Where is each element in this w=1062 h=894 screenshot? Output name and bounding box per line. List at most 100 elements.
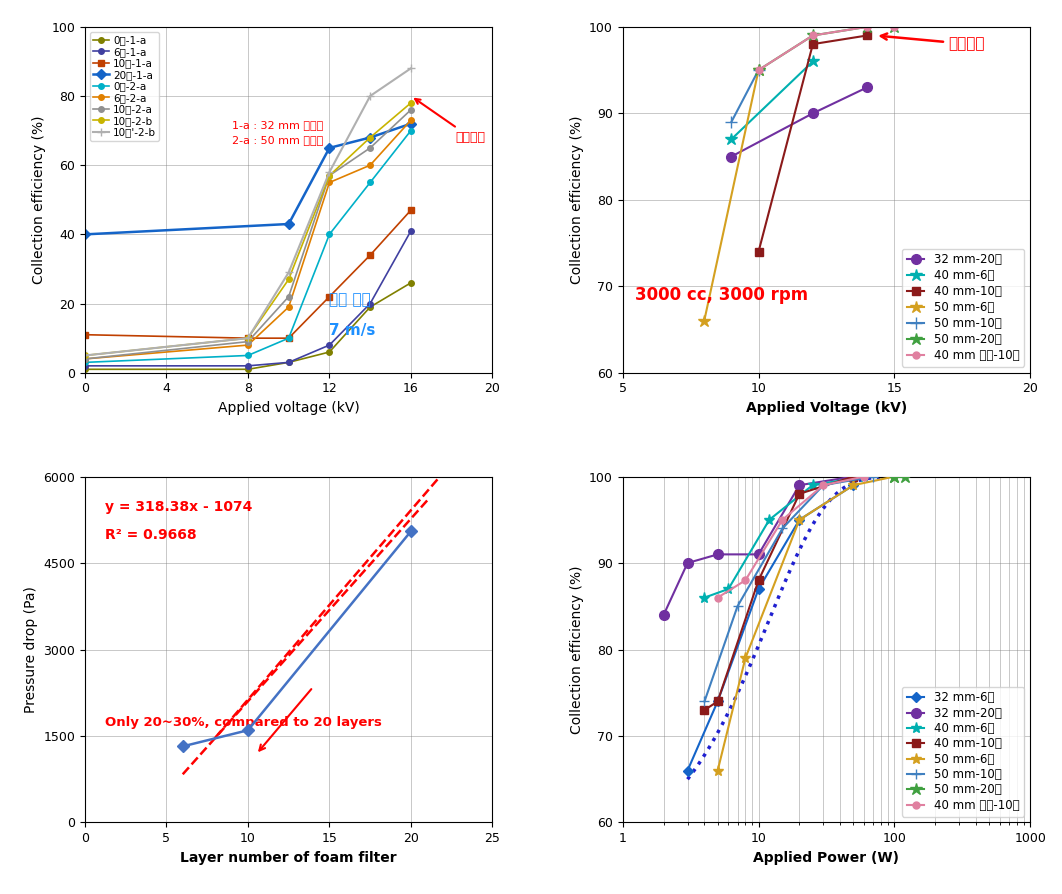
40 mm 양방-10격 [739, 575, 752, 586]
6격-2-a [241, 340, 254, 350]
Y-axis label: Pressure drop (Pa): Pressure drop (Pa) [23, 586, 38, 713]
32 mm-6격 [712, 696, 724, 707]
40 mm 양방-10격 [888, 21, 901, 32]
10격-1-a [282, 333, 295, 343]
50 mm-6격 [888, 471, 901, 482]
10격-2-b [323, 170, 336, 181]
0격-1-a [405, 277, 417, 288]
Text: 기존모델: 기존모델 [415, 99, 485, 144]
50 mm-6격 [712, 765, 724, 776]
32 mm-20격 [861, 82, 874, 93]
40 mm-10격 [752, 575, 765, 586]
40 mm-6격 [806, 480, 819, 491]
6격-2-a [282, 301, 295, 312]
X-axis label: Applied Power (W): Applied Power (W) [753, 851, 900, 864]
Line: 0격-1-a: 0격-1-a [82, 280, 414, 372]
0격-2-a [241, 350, 254, 361]
32 mm-20격 [657, 610, 670, 620]
6격-1-a [282, 357, 295, 367]
6격-2-a [323, 177, 336, 188]
50 mm-6격 [739, 653, 752, 663]
50 mm-10격 [867, 471, 879, 482]
Text: 7 m/s: 7 m/s [329, 323, 376, 338]
50 mm-10격 [776, 523, 789, 534]
32 mm-6격 [847, 480, 860, 491]
X-axis label: Layer number of foam filter: Layer number of foam filter [181, 851, 397, 864]
0격-1-a [79, 364, 91, 375]
6격-1-a [405, 225, 417, 236]
Line: 32 mm-20격: 32 mm-20격 [726, 82, 872, 162]
32 mm-20격 [752, 549, 765, 560]
10격-2-a [79, 353, 91, 364]
40 mm 양방-10격 [817, 480, 829, 491]
X-axis label: Applied Voltage (kV): Applied Voltage (kV) [746, 401, 907, 415]
50 mm-20격 [806, 30, 819, 41]
32 mm-6격 [752, 584, 765, 595]
10격-1-a [364, 249, 377, 260]
Text: 상온 실험: 상온 실험 [329, 292, 371, 307]
50 mm-6격 [752, 64, 765, 75]
10격-2-a [364, 142, 377, 153]
20격-1-a [323, 142, 336, 153]
40 mm-10격 [806, 38, 819, 49]
50 mm-6격 [793, 514, 806, 525]
Line: 32 mm-6격: 32 mm-6격 [684, 482, 857, 774]
32 mm-6격 [793, 514, 806, 525]
X-axis label: Applied voltage (kV): Applied voltage (kV) [218, 401, 360, 415]
40 mm 양방-10격 [861, 21, 874, 32]
10격-1-a [405, 205, 417, 215]
50 mm-20격 [752, 64, 765, 75]
Line: 10격'-2-b: 10격'-2-b [81, 64, 415, 359]
32 mm-20격 [793, 480, 806, 491]
40 mm 양방-10격 [858, 471, 871, 482]
6격-2-a [79, 353, 91, 364]
50 mm-20격 [888, 471, 901, 482]
10격-2-b [79, 350, 91, 361]
40 mm-10격 [793, 488, 806, 499]
50 mm-10격 [731, 601, 743, 611]
Line: 6격-1-a: 6격-1-a [82, 228, 414, 368]
6격-1-a [364, 299, 377, 309]
50 mm-10격 [752, 64, 765, 75]
0격-1-a [364, 301, 377, 312]
32 mm-20격 [681, 558, 693, 569]
Line: 32 mm-20격: 32 mm-20격 [658, 472, 858, 620]
40 mm-6격 [722, 584, 735, 595]
50 mm-6격 [847, 480, 860, 491]
6격-1-a [323, 340, 336, 350]
20격-1-a [282, 219, 295, 230]
Line: 50 mm-10격: 50 mm-10격 [700, 472, 878, 706]
Text: 기존모델: 기존모델 [880, 33, 986, 52]
Legend: 32 mm-20격, 40 mm-6격, 40 mm-10격, 50 mm-6격, 50 mm-10격, 50 mm-20격, 40 mm 양방-10격: 32 mm-20격, 40 mm-6격, 40 mm-10격, 50 mm-6격… [902, 249, 1024, 367]
10격'-2-b [241, 333, 254, 343]
20격-1-a [79, 229, 91, 240]
0격-1-a [282, 357, 295, 367]
0격-2-a [323, 229, 336, 240]
Text: 1-a : 32 mm 방전극
2-a : 50 mm 방전극: 1-a : 32 mm 방전극 2-a : 50 mm 방전극 [232, 120, 323, 145]
0격-2-a [79, 357, 91, 367]
40 mm-10격 [698, 704, 710, 715]
40 mm 양방-10격 [712, 592, 724, 603]
Legend: 0격-1-a, 6격-1-a, 10격-1-a, 20격-1-a, 0격-2-a, 6격-2-a, 10격-2-a, 10격-2-b, 10격'-2-b: 0격-1-a, 6격-1-a, 10격-1-a, 20격-1-a, 0격-2-a… [90, 32, 159, 140]
0격-1-a [323, 347, 336, 358]
Line: 50 mm-20격: 50 mm-20격 [888, 470, 911, 483]
10격-1-a [241, 333, 254, 343]
40 mm-10격 [712, 696, 724, 707]
Line: 40 mm 양방-10격: 40 mm 양방-10격 [714, 473, 868, 601]
10격-2-a [323, 170, 336, 181]
Y-axis label: Collection efficiency (%): Collection efficiency (%) [32, 115, 46, 284]
6격-2-a [364, 160, 377, 171]
Line: 50 mm-20격: 50 mm-20격 [752, 21, 901, 76]
50 mm-10격 [698, 696, 710, 707]
Line: 0격-2-a: 0격-2-a [82, 128, 414, 365]
10격-2-a [241, 336, 254, 347]
50 mm-20격 [888, 21, 901, 32]
0격-2-a [282, 333, 295, 343]
50 mm-20격 [898, 471, 911, 482]
0격-2-a [364, 177, 377, 188]
Text: y = 318.38x - 1074: y = 318.38x - 1074 [105, 500, 253, 514]
Text: Only 20~30%, compared to 20 layers: Only 20~30%, compared to 20 layers [105, 715, 382, 729]
32 mm-20격 [712, 549, 724, 560]
50 mm-10격 [817, 480, 829, 491]
Line: 10격-1-a: 10격-1-a [82, 207, 414, 341]
